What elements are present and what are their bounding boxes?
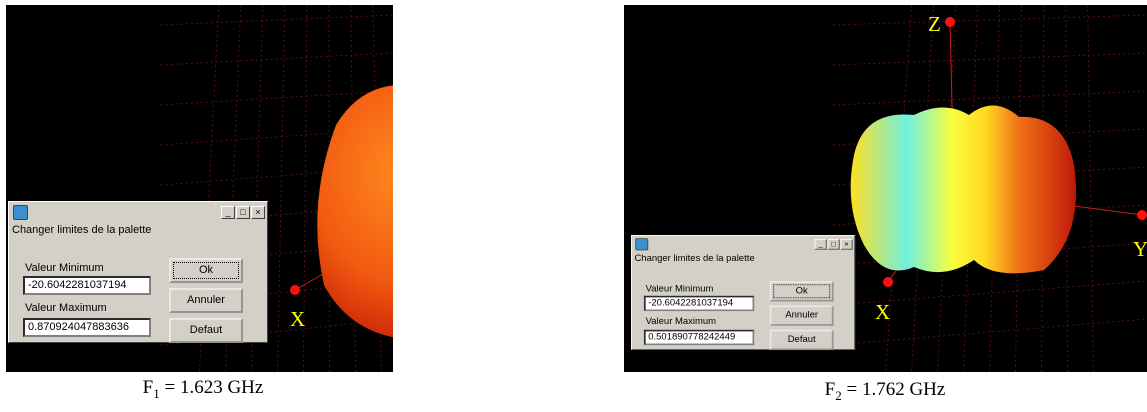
close-button[interactable]: × bbox=[251, 206, 265, 219]
grid-line bbox=[160, 280, 393, 306]
maximize-button[interactable]: □ bbox=[827, 239, 840, 250]
dialog: _ □ × Changer limites de la palette Valeur M… bbox=[631, 235, 856, 351]
dialog-button[interactable]: Annuler bbox=[769, 305, 834, 326]
dialog-button[interactable]: Defaut bbox=[769, 329, 834, 351]
caption-text: = 1.623 GHz bbox=[164, 377, 264, 398]
close-button[interactable]: × bbox=[840, 239, 853, 250]
dialog: _ □ × Changer limites de la palette Valeur M… bbox=[8, 201, 268, 343]
axis-arrow bbox=[883, 277, 893, 287]
max-label: Valeur Maximum bbox=[645, 316, 717, 327]
grid-line bbox=[1015, 5, 1023, 372]
title-bar: _ □ × bbox=[11, 204, 265, 222]
min-input[interactable]: -20.6042281037194 bbox=[643, 295, 755, 312]
caption-symbol: F bbox=[824, 379, 836, 400]
grid-line bbox=[160, 166, 393, 186]
grid-line bbox=[1041, 5, 1045, 372]
caption: F2 = 1.762 GHz bbox=[825, 379, 946, 404]
grid-line bbox=[833, 14, 1147, 26]
grid-line bbox=[833, 90, 1147, 106]
grid-line bbox=[833, 52, 1147, 66]
min-label: Valeur Minimum bbox=[645, 284, 714, 295]
radiation-pattern bbox=[317, 85, 393, 338]
axis-label: Y bbox=[1133, 237, 1147, 261]
axis-label: Z bbox=[928, 12, 941, 36]
grid-line bbox=[833, 128, 1147, 146]
min-label: Valeur Minimum bbox=[25, 262, 104, 274]
caption-subscript: 1 bbox=[153, 385, 160, 401]
grid-line bbox=[328, 5, 330, 372]
caption: F1 = 1.623 GHz bbox=[143, 377, 264, 402]
dialog-title: Changer limites de la palette bbox=[634, 253, 755, 264]
maximize-button[interactable]: □ bbox=[236, 206, 250, 219]
grid-line bbox=[963, 5, 979, 372]
grid-line bbox=[160, 242, 393, 266]
dialog-button[interactable]: Annuler bbox=[169, 288, 243, 313]
max-label: Valeur Maximum bbox=[25, 302, 107, 314]
grid-line bbox=[303, 5, 308, 372]
grid-line bbox=[911, 5, 935, 372]
dialog-button[interactable]: Defaut bbox=[169, 318, 243, 343]
grid-line bbox=[160, 90, 393, 106]
grid-line bbox=[160, 318, 393, 346]
screenshot: ZXY_□×Changer limites de la paletteValeu… bbox=[6, 5, 393, 372]
minimize-button[interactable]: _ bbox=[814, 239, 827, 250]
app-icon bbox=[635, 238, 649, 251]
caption-text: = 1.762 GHz bbox=[846, 379, 946, 400]
axis-label: X bbox=[875, 300, 890, 324]
grid-line bbox=[1065, 5, 1068, 372]
max-input[interactable]: 0.501890778242449 bbox=[643, 329, 755, 346]
grid-line bbox=[160, 128, 393, 146]
axis-arrow bbox=[290, 285, 300, 295]
max-input[interactable]: 0.870924047883636 bbox=[23, 318, 151, 337]
grid-line bbox=[885, 5, 913, 372]
grid-line bbox=[937, 5, 957, 372]
title-bar: _ □ × bbox=[633, 237, 853, 253]
radiation-pattern bbox=[850, 105, 1076, 274]
grid-line bbox=[160, 204, 393, 226]
dialog-title: Changer limites de la palette bbox=[12, 224, 152, 236]
caption-symbol: F bbox=[142, 377, 154, 398]
axis-arrow bbox=[945, 17, 955, 27]
minimize-button[interactable]: _ bbox=[221, 206, 235, 219]
grid-line bbox=[160, 14, 393, 26]
grid-line bbox=[1087, 5, 1094, 372]
min-input[interactable]: -20.6042281037194 bbox=[23, 276, 151, 295]
grid-line bbox=[160, 52, 393, 66]
grid-line bbox=[277, 5, 286, 372]
grid-line bbox=[833, 166, 1147, 186]
grid-line bbox=[989, 5, 1001, 372]
app-icon bbox=[13, 205, 28, 220]
dialog-button[interactable]: Ok bbox=[769, 281, 834, 302]
dialog-button[interactable]: Ok bbox=[169, 258, 243, 283]
axis-arrow bbox=[1137, 210, 1147, 220]
axis-label: X bbox=[290, 307, 305, 331]
caption-subscript: 2 bbox=[835, 387, 842, 403]
